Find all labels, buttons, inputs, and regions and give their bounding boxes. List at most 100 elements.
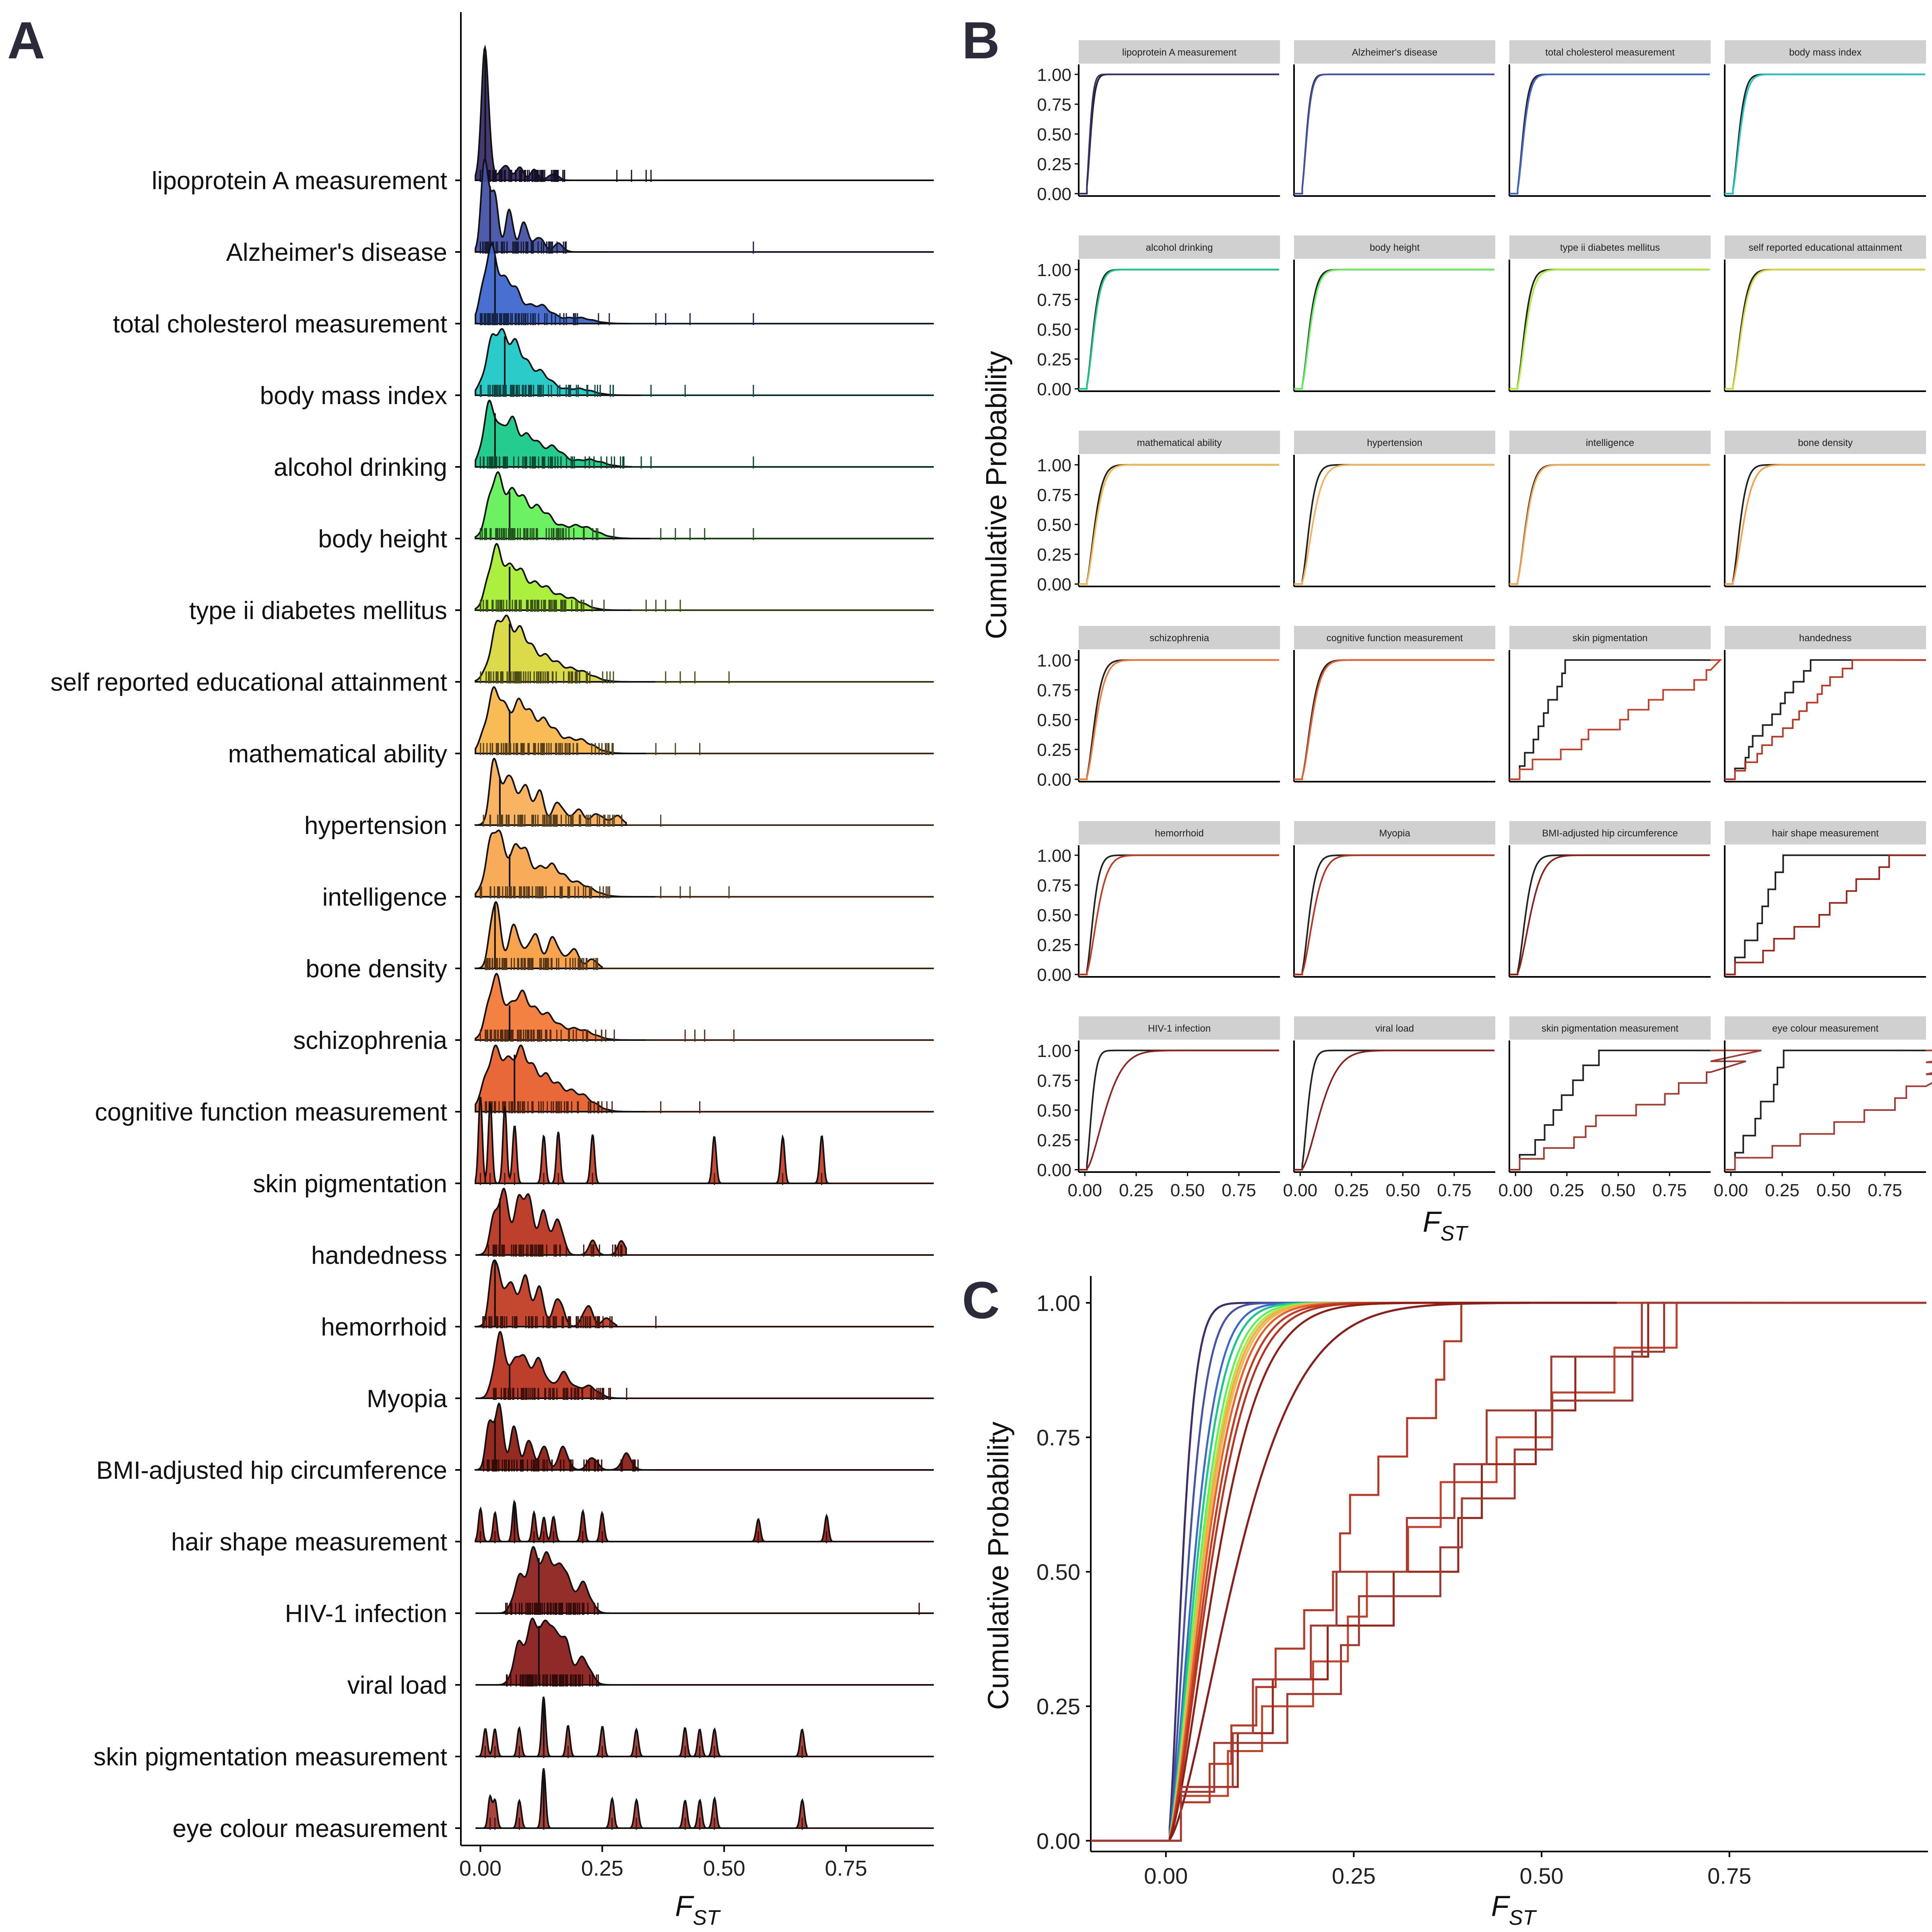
ecdf-line xyxy=(1294,854,1494,976)
ridge-label: handedness xyxy=(311,1242,447,1269)
ridge-label: lipoprotein A measurement xyxy=(152,167,447,195)
ecdf-line xyxy=(1294,268,1494,390)
ecdf-line xyxy=(1294,659,1494,780)
facet-y-tick-label: 0.25 xyxy=(1037,935,1071,955)
facet-y-tick-label: 0.50 xyxy=(1037,906,1071,925)
ridge-label: body height xyxy=(318,525,447,553)
facet-strip xyxy=(1725,40,1926,64)
facet-y-tick-label: 0.50 xyxy=(1037,320,1071,340)
c-x-tick-label: 0.50 xyxy=(1520,1863,1564,1889)
overlay-ecdf-line xyxy=(1091,1302,1926,1842)
facet-y-tick-label: 1.00 xyxy=(1037,456,1071,475)
ridge-density xyxy=(475,1096,831,1184)
facet-strip xyxy=(1725,626,1926,649)
b-y-axis-label: Cumulative Probability xyxy=(980,351,1013,639)
faceted-ecdf-panel: lipoprotein A measurement 0.00 0.25 0.50 0.7… xyxy=(980,40,1932,1245)
ecdf-line xyxy=(1509,659,1711,780)
facet-title: HIV-1 infection xyxy=(1148,1023,1211,1034)
facet-title: skin pigmentation xyxy=(1573,633,1648,644)
a-x-tick-label: 0.50 xyxy=(703,1856,745,1880)
ecdf-line xyxy=(1079,464,1279,585)
a-x-tick-label: 0.00 xyxy=(459,1856,502,1880)
overlay-ecdf-line xyxy=(1091,1302,1926,1842)
ecdf-line xyxy=(1725,73,1925,195)
facet-x-tick-label: 0.50 xyxy=(1816,1181,1851,1200)
ridge-density xyxy=(475,44,661,181)
ridge-label: Myopia xyxy=(367,1385,447,1413)
c-y-tick-label: 0.75 xyxy=(1036,1425,1080,1450)
overlay-ecdf-line xyxy=(1091,1302,1926,1842)
facet-title: hypertension xyxy=(1367,438,1422,448)
panel-label-b: B xyxy=(962,11,1000,70)
facet-title: lipoprotein A measurement xyxy=(1122,47,1237,58)
c-y-tick-label: 0.50 xyxy=(1036,1559,1080,1585)
facet-y-tick-label: 0.00 xyxy=(1037,965,1071,985)
facet-x-tick-label: 0.25 xyxy=(1119,1181,1154,1200)
facet-strip xyxy=(1725,235,1926,259)
facet-strip xyxy=(1509,431,1711,454)
ridge-density xyxy=(475,328,641,396)
facet-y-tick-label: 0.75 xyxy=(1037,95,1071,115)
c-x-tick-label: 0.00 xyxy=(1144,1863,1188,1889)
ridgeline-panel: lipoprotein A measurement Alzheimer's dis… xyxy=(50,12,934,1930)
ecdf-line xyxy=(1294,73,1494,195)
facet-strip xyxy=(1294,431,1495,454)
facet-y-tick-label: 1.00 xyxy=(1037,846,1071,866)
ecdf-line xyxy=(1725,268,1925,390)
facet-x-tick-label: 0.75 xyxy=(1437,1181,1472,1200)
ridge-label: mathematical ability xyxy=(228,740,447,768)
ridge-label: self reported educational attainment xyxy=(50,669,447,696)
ecdf-line xyxy=(1294,659,1494,780)
facet-title: type ii diabetes mellitus xyxy=(1560,242,1660,253)
c-y-tick-label: 0.00 xyxy=(1036,1828,1080,1854)
facet-y-tick-label: 0.75 xyxy=(1037,1071,1071,1091)
facet-x-tick-label: 0.25 xyxy=(1550,1181,1584,1200)
facet-y-tick-label: 0.00 xyxy=(1037,184,1071,204)
facet-x-tick-label: 0.25 xyxy=(1334,1181,1369,1200)
facet-title: hemorrhoid xyxy=(1155,828,1203,839)
ecdf-line xyxy=(1725,464,1925,585)
ridge-label: HIV-1 infection xyxy=(285,1600,447,1628)
facet-strip xyxy=(1509,40,1711,64)
facet-strip xyxy=(1294,235,1495,259)
facet-y-tick-label: 0.25 xyxy=(1037,155,1071,174)
facet-y-tick-label: 0.00 xyxy=(1037,575,1071,594)
ecdf-line xyxy=(1079,1049,1279,1171)
ecdf-line xyxy=(1294,1049,1494,1171)
facet-strip xyxy=(1079,431,1280,454)
facet-title: body height xyxy=(1370,242,1420,253)
ecdf-line xyxy=(1079,464,1279,585)
facet-x-tick-label: 0.50 xyxy=(1170,1181,1205,1200)
ridge-density xyxy=(475,1617,632,1686)
facet-y-tick-label: 0.50 xyxy=(1037,125,1071,144)
ecdf-line xyxy=(1509,1049,1711,1171)
ridge-label: intelligence xyxy=(322,883,447,911)
facet-y-tick-label: 0.75 xyxy=(1037,876,1071,896)
facet-strip xyxy=(1294,40,1495,64)
ridge-density xyxy=(475,243,632,324)
ridge-label: alcohol drinking xyxy=(274,454,447,481)
facet-strip xyxy=(1725,1016,1926,1040)
ridge-label: skin pigmentation measurement xyxy=(93,1743,447,1771)
ridge-label: bone density xyxy=(305,955,447,983)
ridge-density xyxy=(474,1402,650,1471)
facet-y-tick-label: 0.75 xyxy=(1037,290,1071,310)
ecdf-line xyxy=(1509,73,1710,195)
ecdf-line xyxy=(1079,268,1279,390)
facet-title: mathematical ability xyxy=(1137,438,1222,448)
facet-y-tick-label: 1.00 xyxy=(1037,1041,1071,1061)
facet-x-tick-label: 0.50 xyxy=(1386,1181,1420,1200)
ecdf-line xyxy=(1079,1049,1279,1171)
facet-strip xyxy=(1294,1016,1495,1040)
ecdf-line xyxy=(1294,464,1494,585)
facet-title: handedness xyxy=(1799,633,1852,644)
facet-strip xyxy=(1079,235,1280,259)
facet-strip xyxy=(1509,235,1711,259)
ridge-density xyxy=(475,829,656,898)
overlay-ecdf-line xyxy=(1091,1302,1926,1842)
facet-strip xyxy=(1079,626,1280,649)
ecdf-line xyxy=(1509,464,1710,585)
c-y-tick-label: 1.00 xyxy=(1036,1290,1080,1316)
panel-label-a: A xyxy=(7,11,45,70)
